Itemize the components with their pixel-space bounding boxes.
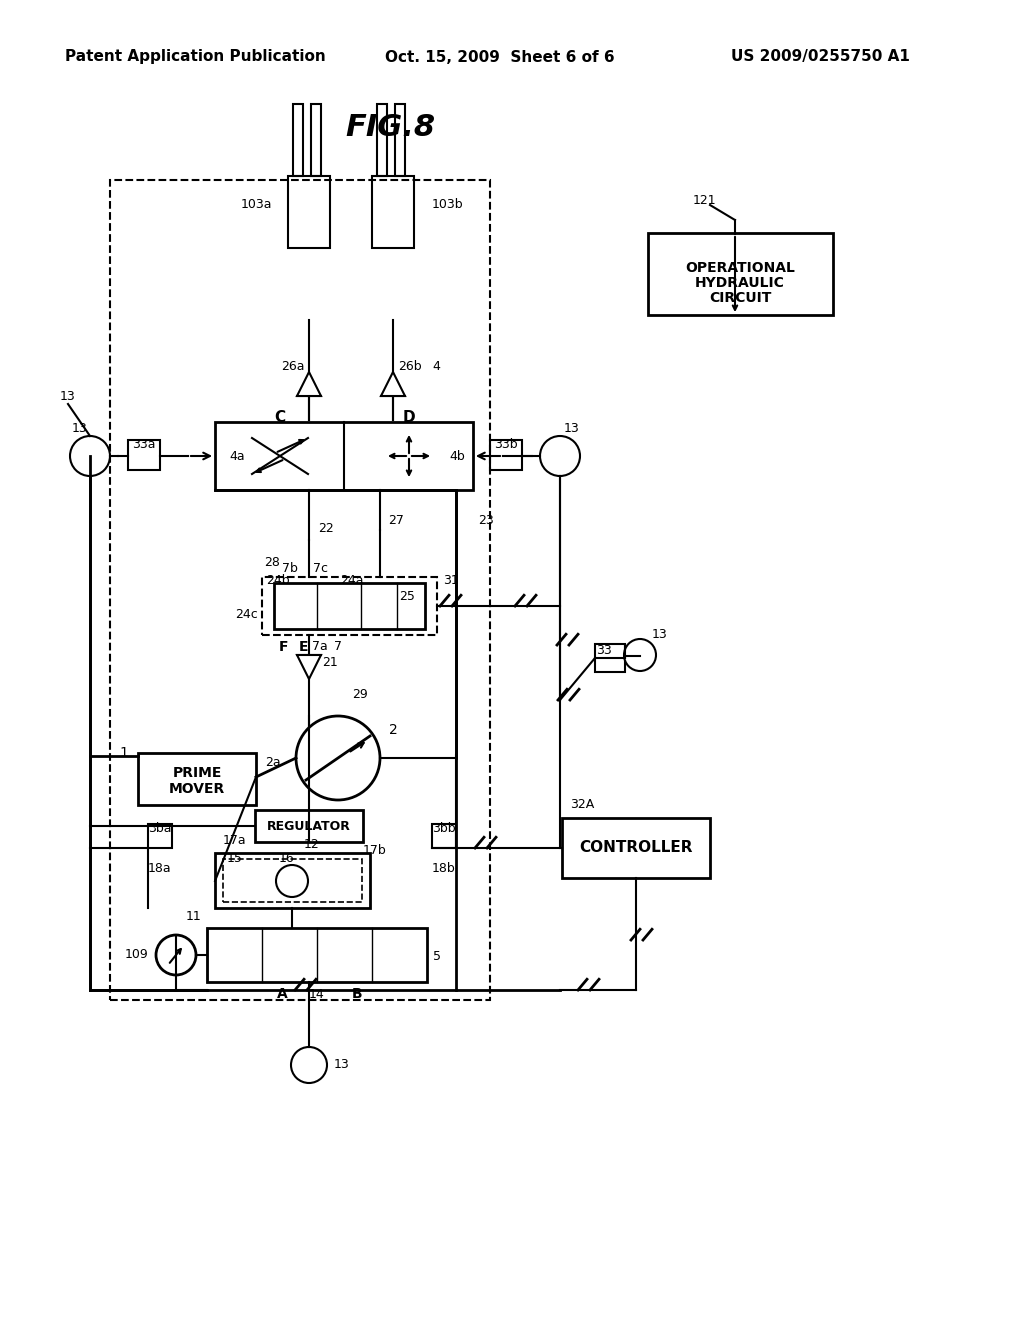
Circle shape (624, 639, 656, 671)
Text: 24a: 24a (340, 574, 364, 587)
Text: 22: 22 (318, 521, 334, 535)
Text: HYDRAULIC: HYDRAULIC (695, 276, 785, 290)
Bar (648, 234, 833, 315)
Text: 24c: 24c (236, 609, 258, 622)
Bar (432, 824, 456, 847)
Text: 27: 27 (388, 513, 403, 527)
Text: 18b: 18b (432, 862, 456, 874)
Bar (372, 176, 414, 248)
Bar (110, 180, 490, 1001)
Polygon shape (297, 655, 321, 678)
Text: CONTROLLER: CONTROLLER (580, 841, 693, 855)
Text: 7: 7 (334, 640, 342, 653)
Text: 26a: 26a (282, 359, 305, 372)
Text: 33: 33 (596, 644, 611, 656)
Text: 13: 13 (334, 1059, 350, 1072)
Text: OPERATIONAL: OPERATIONAL (685, 261, 795, 275)
Text: 16: 16 (280, 853, 295, 866)
Bar (595, 644, 625, 672)
Text: 3ba: 3ba (148, 821, 171, 834)
Bar (274, 583, 425, 630)
Text: 4b: 4b (450, 450, 465, 462)
Bar (262, 577, 437, 635)
Text: 7c: 7c (312, 562, 328, 576)
Text: E: E (299, 640, 309, 653)
Text: 32A: 32A (570, 797, 594, 810)
Text: 13: 13 (72, 421, 88, 434)
Text: 24b: 24b (266, 574, 290, 587)
Bar (490, 440, 522, 470)
Text: 17a: 17a (223, 834, 247, 847)
Bar (223, 859, 362, 902)
Polygon shape (297, 372, 321, 396)
Text: 4: 4 (432, 359, 440, 372)
Circle shape (156, 935, 196, 975)
Text: 13: 13 (60, 389, 76, 403)
Text: 3bb: 3bb (432, 821, 456, 834)
Text: 31: 31 (443, 574, 459, 587)
Text: 12: 12 (304, 838, 319, 851)
Bar (215, 853, 370, 908)
Text: 7b: 7b (282, 562, 298, 576)
Text: A: A (276, 987, 288, 1001)
Text: 103b: 103b (432, 198, 464, 211)
Text: 2: 2 (389, 723, 397, 737)
Text: 21: 21 (322, 656, 338, 669)
Text: 23: 23 (478, 513, 494, 527)
Text: 15: 15 (227, 853, 243, 866)
Text: 33a: 33a (132, 438, 156, 451)
Bar (128, 440, 160, 470)
Text: 33b: 33b (495, 438, 518, 451)
Text: US 2009/0255750 A1: US 2009/0255750 A1 (730, 49, 909, 65)
Bar (311, 104, 321, 176)
Text: Oct. 15, 2009  Sheet 6 of 6: Oct. 15, 2009 Sheet 6 of 6 (385, 49, 614, 65)
Bar (207, 928, 427, 982)
Text: REGULATOR: REGULATOR (267, 820, 351, 833)
Text: D: D (402, 411, 416, 425)
Text: 1: 1 (119, 746, 128, 760)
Text: 103a: 103a (241, 198, 272, 211)
Text: 13: 13 (652, 628, 668, 642)
Bar (293, 104, 303, 176)
Text: 13: 13 (564, 421, 580, 434)
Text: F: F (280, 640, 289, 653)
Text: 11: 11 (185, 909, 201, 923)
Text: 121: 121 (693, 194, 717, 206)
Text: B: B (351, 987, 362, 1001)
Bar (215, 422, 473, 490)
Text: 26b: 26b (398, 359, 422, 372)
Circle shape (70, 436, 110, 477)
Text: 18a: 18a (148, 862, 172, 874)
Text: Patent Application Publication: Patent Application Publication (65, 49, 326, 65)
Text: PRIME: PRIME (172, 766, 221, 780)
Text: 17b: 17b (362, 843, 387, 857)
Text: 5: 5 (433, 950, 441, 964)
Polygon shape (381, 372, 406, 396)
Bar (255, 810, 362, 842)
Bar (138, 752, 256, 805)
Text: 14: 14 (309, 987, 325, 1001)
Bar (288, 176, 330, 248)
Text: CIRCUIT: CIRCUIT (709, 290, 771, 305)
Text: 7a: 7a (312, 640, 328, 653)
Text: 2a: 2a (265, 756, 281, 770)
Text: 25: 25 (399, 590, 415, 602)
Bar (148, 824, 172, 847)
Text: 109: 109 (124, 949, 148, 961)
Bar (377, 104, 387, 176)
Text: 4a: 4a (229, 450, 245, 462)
Text: FIG.8: FIG.8 (345, 114, 435, 143)
Circle shape (540, 436, 580, 477)
Text: 29: 29 (352, 689, 368, 701)
Text: C: C (274, 411, 286, 425)
Text: 28: 28 (264, 557, 280, 569)
Circle shape (296, 715, 380, 800)
Circle shape (276, 865, 308, 898)
Circle shape (291, 1047, 327, 1082)
Text: MOVER: MOVER (169, 781, 225, 796)
Bar (395, 104, 406, 176)
Bar (562, 818, 710, 878)
